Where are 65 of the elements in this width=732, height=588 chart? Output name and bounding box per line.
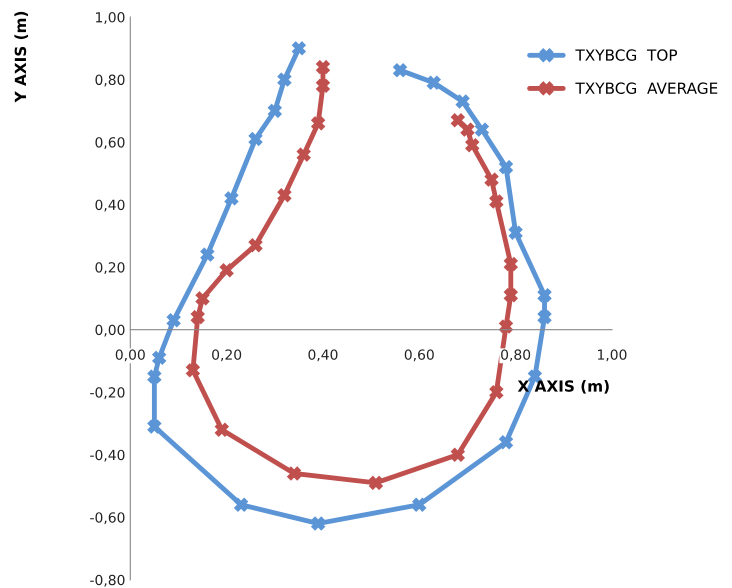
point [186,363,200,378]
y-tick-label: -0,20 [90,387,125,400]
point [287,466,302,480]
x-tick-label: 0,80 [501,349,530,362]
point [450,448,465,462]
point [311,516,326,530]
y-tick-label: -0,40 [90,450,125,462]
point [450,113,465,128]
point [393,63,407,78]
x-tick-label: 0,60 [404,349,434,362]
point [489,194,504,208]
y-tick-label: 0,20 [95,262,125,274]
point [316,60,330,74]
point [190,310,205,324]
y-tick-label: -0,80 [90,574,125,587]
point [465,138,480,152]
point [499,435,513,450]
point [152,350,166,365]
point [296,148,311,162]
y-tick-label: 0,60 [95,137,125,149]
point [147,370,162,384]
point [147,420,162,434]
point [268,104,282,118]
point [499,160,513,174]
point [484,172,498,187]
x-tick-label: 0,40 [308,349,338,362]
point [214,422,229,437]
point [504,257,518,271]
point [248,238,262,252]
point [456,94,470,108]
point [277,72,292,87]
legend-label: TXYBCG AVERAGE [575,82,718,94]
point [200,248,214,262]
point [489,385,504,400]
y-tick-label: -0,60 [90,512,125,524]
legend-label: TXYBCG TOP [575,49,678,61]
point [166,313,181,328]
point [277,188,292,202]
point [412,498,426,512]
x-tick-label: 0,00 [116,349,145,362]
y-tick-label: 0,40 [95,200,125,212]
point [499,320,513,334]
y-tick-label: 0,00 [95,324,125,337]
x-tick-label: 0,20 [212,349,242,362]
point [504,288,518,302]
point [292,41,306,56]
point [368,476,383,490]
y-tick-label: 0,80 [95,74,125,86]
point [460,122,474,137]
point [224,191,238,206]
y-axis-title: Y AXIS (m) [14,12,28,103]
x-tick-label: 1,00 [598,349,626,362]
point [234,498,248,512]
point [220,263,234,278]
point [316,78,330,93]
point [311,116,326,130]
y-tick-label: 1,00 [96,12,125,24]
point [474,122,489,137]
point [426,76,441,90]
point [248,132,262,146]
x-axis-title: X AXIS (m) [518,380,609,394]
point [538,310,552,324]
point [538,288,552,302]
point [508,226,523,240]
point [196,291,210,306]
